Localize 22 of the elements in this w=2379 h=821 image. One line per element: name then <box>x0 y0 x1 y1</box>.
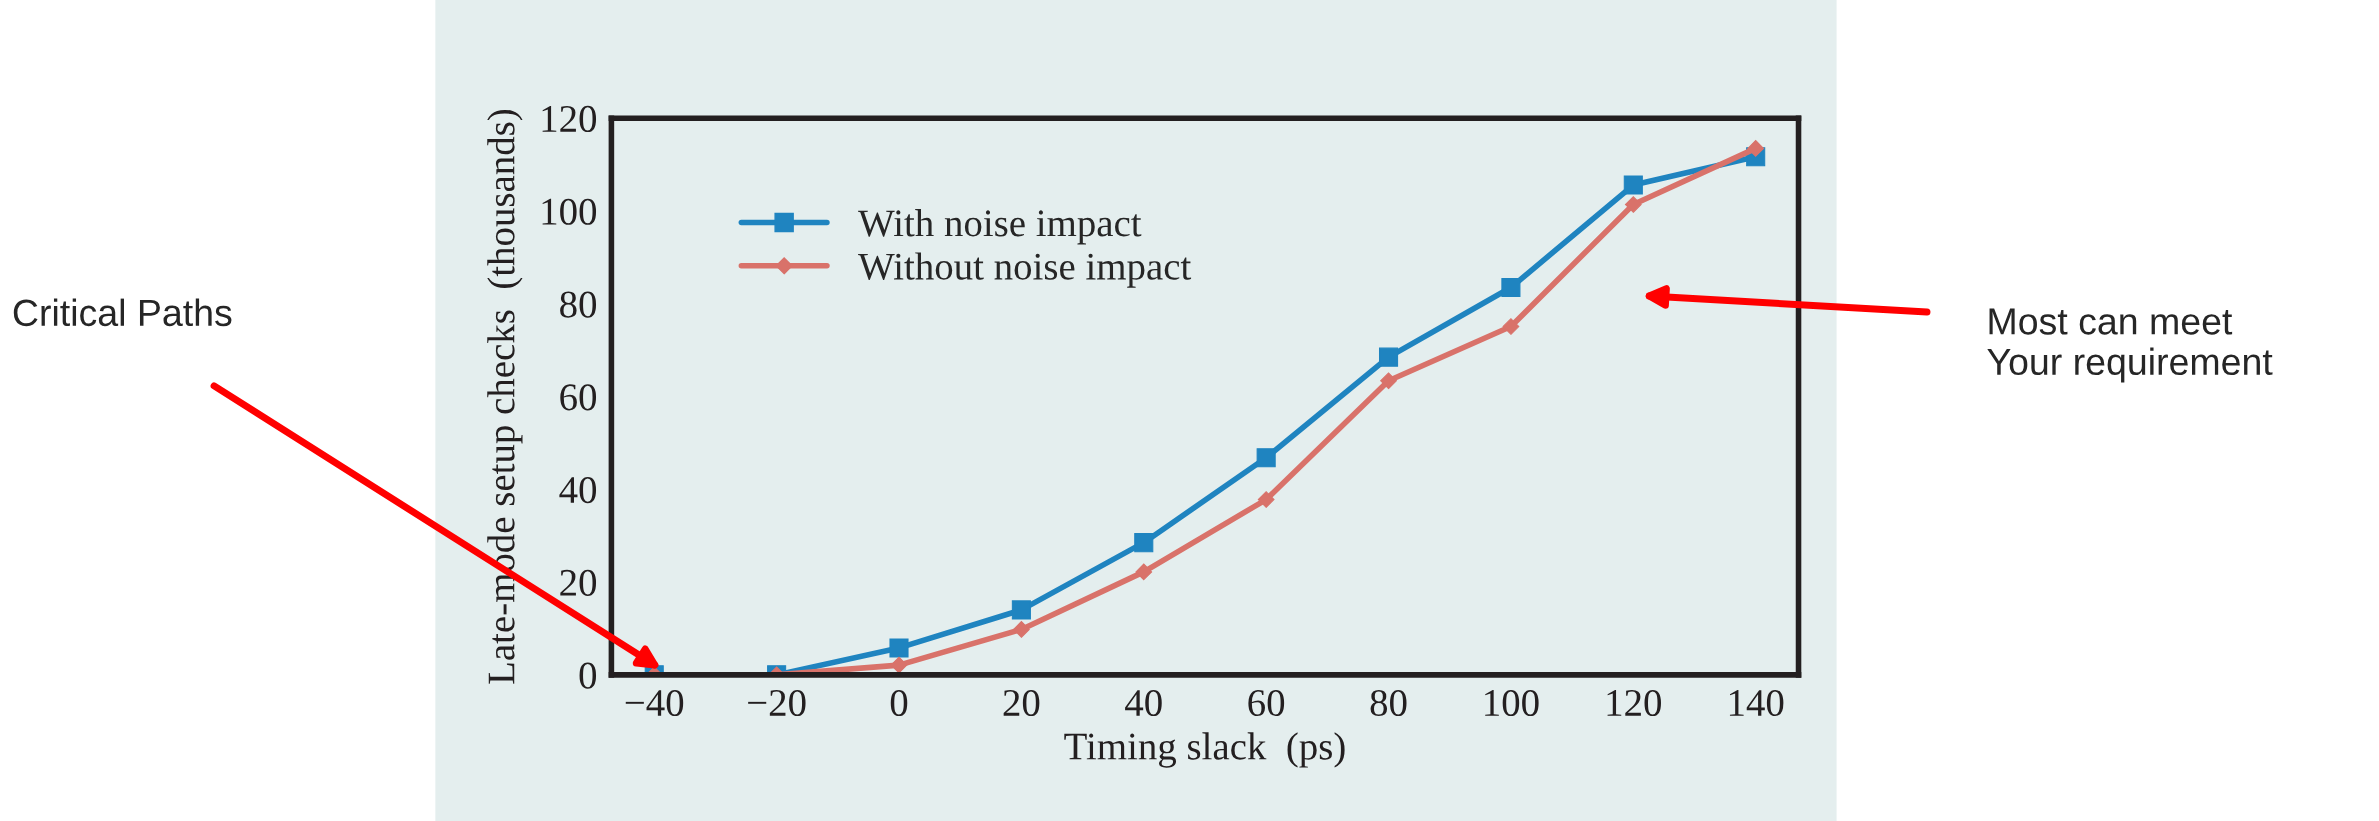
x-tick-label: 20 <box>1003 689 1040 717</box>
y-tick-label: 80 <box>560 291 597 318</box>
y-tick-label: 60 <box>560 384 597 411</box>
y-tick-label: 120 <box>542 105 597 133</box>
legend-label: Without noise impact <box>858 252 1192 288</box>
y-tick-label: 20 <box>560 569 597 596</box>
x-tick-label: 40 <box>1125 689 1162 717</box>
y-tick-label: 0 <box>579 662 597 689</box>
x-tick-label: 80 <box>1370 689 1407 717</box>
legend-label: With noise impact <box>858 209 1142 245</box>
x-axis-title: Timing slack (ps) <box>1064 732 1345 768</box>
x-tick-label: 140 <box>1729 689 1784 717</box>
x-tick-label: 120 <box>1607 689 1661 717</box>
x-tick-label: 60 <box>1248 689 1285 717</box>
y-tick-label: 100 <box>542 198 597 225</box>
text: Most can meet Your requirement <box>1987 308 2273 383</box>
x-tick-label: 100 <box>1485 689 1539 717</box>
x-tick-label: −20 <box>748 689 806 717</box>
y-tick-label: 40 <box>559 476 597 504</box>
x-tick-label: −40 <box>625 689 684 717</box>
x-tick-label: 0 <box>890 689 908 717</box>
text: Critical Paths <box>13 298 232 327</box>
